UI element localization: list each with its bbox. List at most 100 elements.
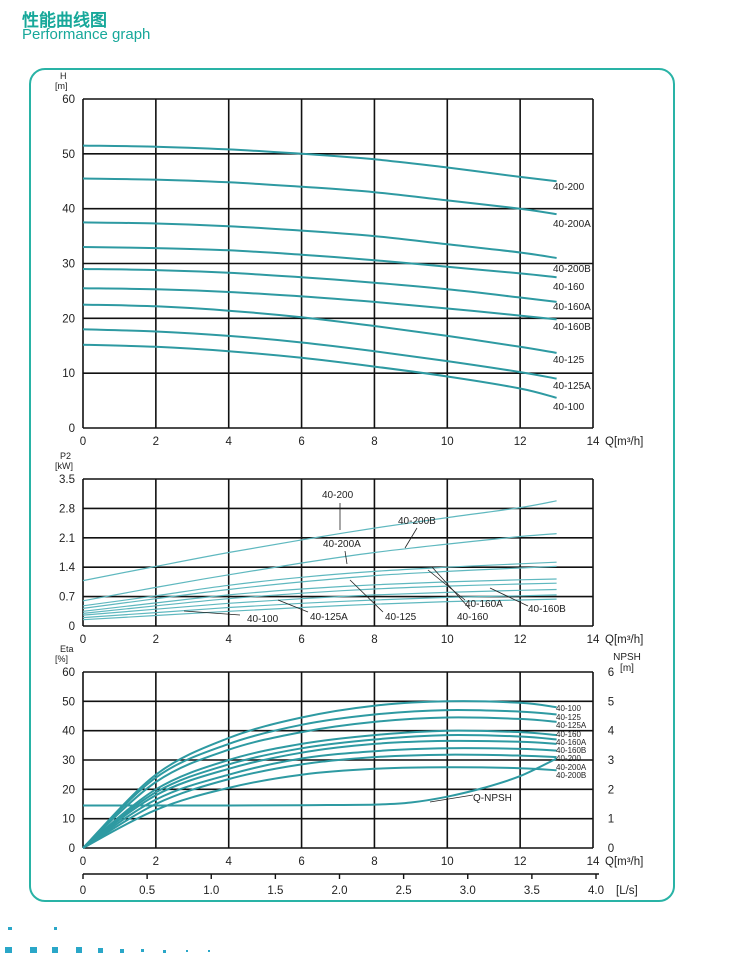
- efficiency-curve-40-160: [82, 729, 557, 849]
- eff-series-label: 40-160B: [556, 746, 586, 755]
- head-series-label: 40-200A: [553, 219, 591, 230]
- efficiency-x-tick: 4: [226, 856, 233, 868]
- head-y-tick: 50: [62, 149, 75, 161]
- power-curve-40-160: [82, 565, 557, 609]
- head-xlabel: Q[m³/h]: [605, 436, 643, 448]
- power-label-leader: [183, 610, 241, 616]
- head-series-label: 40-200: [553, 182, 585, 193]
- head-series-label: 40-160: [553, 282, 585, 293]
- power-x-tick: 14: [587, 634, 600, 646]
- head-x-tick: 0: [80, 436, 86, 448]
- power-x-tick: 12: [514, 634, 527, 646]
- efficiency-curve-40-200: [82, 747, 557, 849]
- efficiency-y-tick: 20: [62, 784, 75, 796]
- head-y-tick: 60: [62, 94, 75, 106]
- efficiency-y-tick: 50: [62, 696, 75, 708]
- efficiency-x-tick: 8: [371, 856, 377, 868]
- efficiency-x-tick: 0: [80, 856, 86, 868]
- efficiency-curve-40-200a: [82, 753, 557, 849]
- eff-series-label: 40-200: [556, 754, 581, 763]
- efficiency-curve-40-160b: [82, 739, 557, 849]
- efficiency-y2-tick: 5: [608, 696, 614, 708]
- head-x-tick: 2: [153, 436, 159, 448]
- ls-axis-tick-label: 1.0: [203, 885, 219, 897]
- power-curve-40-100: [82, 598, 557, 621]
- head-y-tick: 0: [69, 423, 75, 435]
- power-x-tick: 8: [371, 634, 377, 646]
- power-x-tick: 4: [226, 634, 233, 646]
- power-series-label: 40-125A: [310, 612, 348, 623]
- efficiency-y2-tick: 4: [608, 726, 615, 738]
- efficiency-xlabel: Q[m³/h]: [605, 856, 643, 868]
- power-y-tick: 1.4: [59, 562, 76, 574]
- head-x-tick: 8: [371, 436, 377, 448]
- efficiency-y2-tick: 0: [608, 843, 614, 855]
- efficiency-y2-tick: 6: [608, 667, 614, 679]
- head-series-label: 40-125: [553, 355, 585, 366]
- power-x-tick: 6: [298, 634, 304, 646]
- head-y-tick: 20: [62, 313, 75, 325]
- power-label-leader: [349, 579, 384, 613]
- efficiency-y-tick: 40: [62, 726, 75, 738]
- ls-axis-tick-label: 4.0: [588, 885, 604, 897]
- head-x-tick: 10: [441, 436, 454, 448]
- head-curve-40-125a: [82, 328, 557, 380]
- title-chinese: 性能曲线图: [22, 11, 107, 30]
- efficiency-x-tick: 6: [298, 856, 304, 868]
- power-label-leader: [427, 569, 466, 601]
- head-curve-40-100: [82, 343, 557, 399]
- eff-series-label: 40-160A: [556, 738, 587, 747]
- efficiency-y2-tick: 1: [608, 814, 614, 826]
- head-curve-40-200b: [82, 221, 557, 259]
- chart-frame: [29, 68, 675, 902]
- head-series-label: 40-160B: [553, 322, 591, 333]
- power-label-leader: [344, 550, 348, 565]
- power-label-leader: [431, 566, 471, 610]
- power-series-label: 40-100: [247, 614, 279, 625]
- power-curve-40-125a: [82, 594, 557, 619]
- head-curve-40-160: [82, 246, 557, 279]
- power-ylabel: P2: [60, 451, 71, 461]
- head-series-label: 40-160A: [553, 302, 591, 313]
- eff-npsh-leader: [429, 794, 474, 803]
- power-curve-40-200: [82, 500, 557, 582]
- efficiency-curve-40-125a: [82, 716, 557, 849]
- ls-axis-tick-label: 3.0: [460, 885, 476, 897]
- eff-series-label: 40-100: [556, 704, 581, 713]
- head-yunit: [m]: [55, 81, 68, 91]
- efficiency-x-tick: 2: [153, 856, 159, 868]
- head-y-tick: 10: [62, 368, 75, 380]
- efficiency-x-tick: 10: [441, 856, 454, 868]
- power-curve-40-200a: [82, 533, 557, 602]
- power-curve-40-160b: [82, 582, 557, 614]
- head-ylabel: H: [60, 71, 67, 81]
- power-x-tick: 0: [80, 634, 86, 646]
- efficiency-curve-40-125: [82, 708, 557, 849]
- efficiency-curve-40-100: [82, 700, 557, 849]
- efficiency-x-tick: 12: [514, 856, 527, 868]
- power-curve-40-125: [82, 588, 557, 616]
- head-x-tick: 6: [298, 436, 304, 448]
- ls-axis-tick-label: 0.5: [139, 885, 155, 897]
- power-x-tick: 10: [441, 634, 454, 646]
- efficiency-y-tick: 30: [62, 755, 75, 767]
- power-series-label: 40-160: [457, 612, 489, 623]
- ls-axis-tick-label: 3.5: [524, 885, 540, 897]
- power-y-tick: 2.8: [59, 503, 75, 515]
- eff-series-label: 40-125A: [556, 721, 587, 730]
- power-series-label: 40-125: [385, 612, 417, 623]
- efficiency-curve-40-160a: [82, 733, 557, 849]
- ls-axis-tick-label: 2.5: [396, 885, 412, 897]
- head-x-tick: 4: [226, 436, 233, 448]
- power-curve-40-160a: [82, 578, 557, 612]
- power-series-label: 40-200: [322, 490, 354, 501]
- efficiency-y2unit: [m]: [620, 663, 634, 674]
- power-series-label: 40-160B: [528, 604, 566, 615]
- power-y-tick: 2.1: [59, 533, 75, 545]
- efficiency-y2-tick: 3: [608, 755, 614, 767]
- power-x-tick: 2: [153, 634, 159, 646]
- efficiency-curve-40-200b: [82, 766, 557, 849]
- head-series-label: 40-100: [553, 402, 585, 413]
- efficiency-y2-tick: 2: [608, 784, 614, 796]
